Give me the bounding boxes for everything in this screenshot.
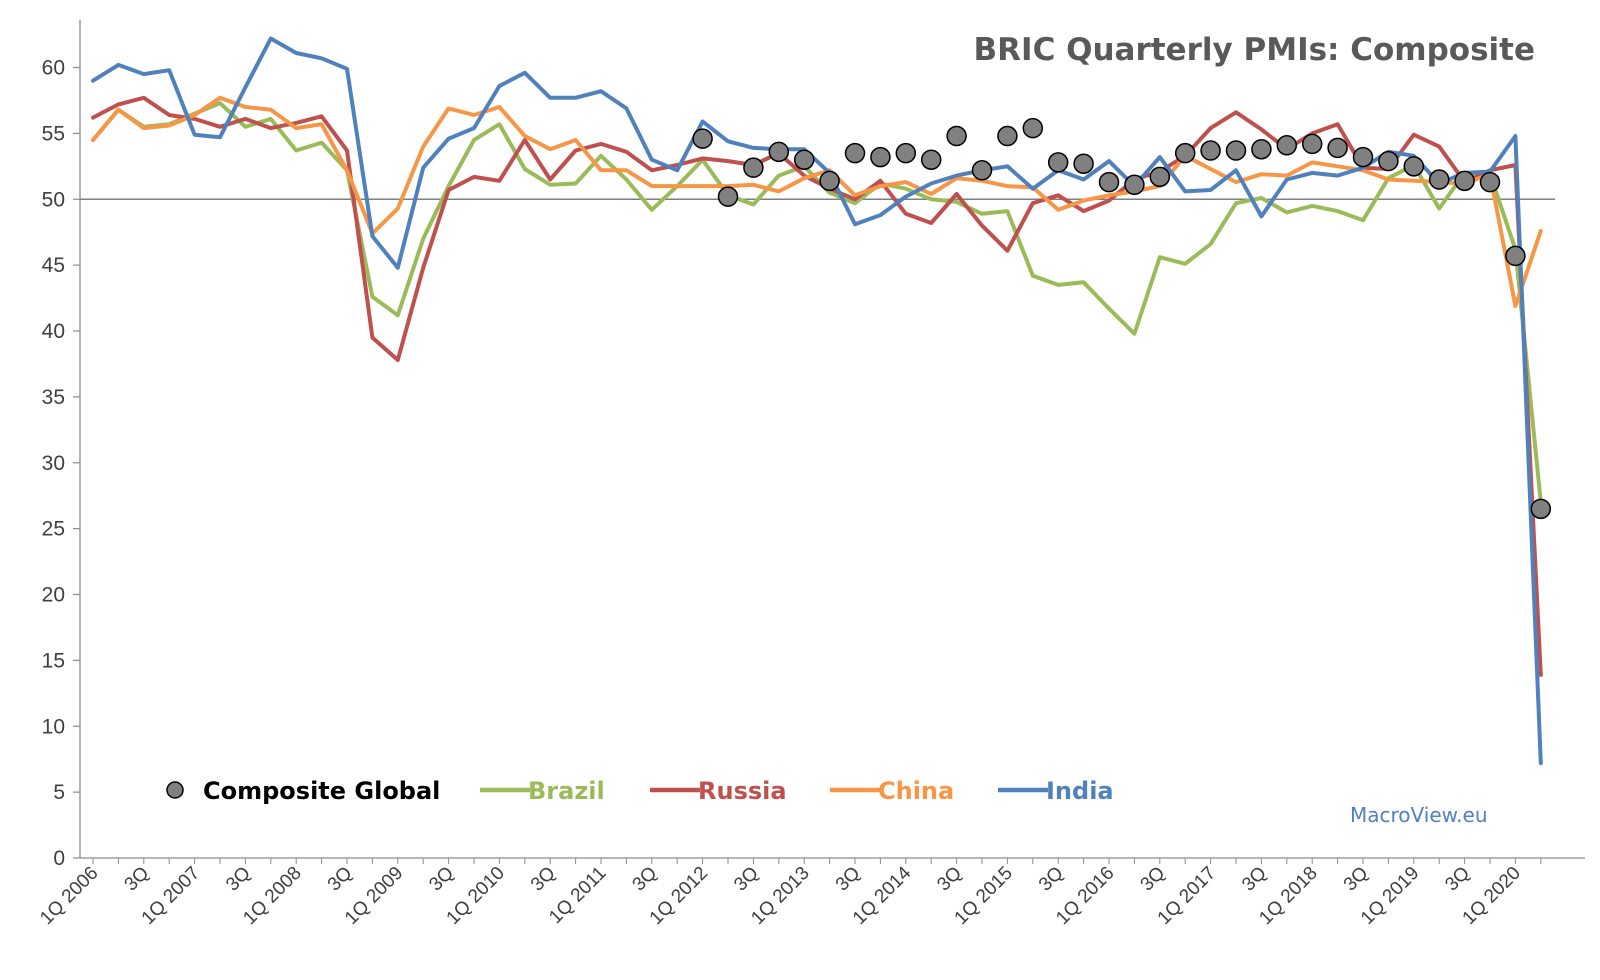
y-tick-label: 50 [42,188,65,211]
x-tick-label: 3Q [1340,863,1373,896]
y-tick-label: 35 [42,386,65,409]
composite-global-point [1454,170,1475,192]
legend-item-china: China [830,777,954,805]
composite-global-point [1124,174,1145,196]
composite-global-point [793,149,815,170]
y-tick-label: 55 [42,122,65,145]
x-tick-label: 3Q [1238,863,1271,896]
composite-global-point [1403,156,1425,177]
x-tick-label: 3Q [1035,863,1068,896]
composite-global-point [1505,245,1526,267]
composite-global-point [1276,135,1298,156]
composite-global-point [717,186,739,207]
x-tick-label: 3Q [933,863,966,896]
series-line-brazil [91,101,1543,505]
legend-label-india: India [1046,777,1114,805]
composite-global-point [768,141,790,163]
composite-global-point [1098,171,1120,193]
y-tick-label: 20 [42,584,65,607]
legend-label-brazil: Brazil [528,777,605,805]
composite-global-point [1047,152,1069,173]
composite-global-point [844,142,866,164]
composite-global-point [870,146,891,168]
composite-global-point [946,125,967,147]
legend-item-composite-global: Composite Global [166,777,440,805]
y-tick-label: 15 [42,649,65,672]
composite-global-point [1301,133,1323,155]
legend-marker-dot [166,781,184,799]
x-tick-label: 3Q [324,863,357,896]
composite-global-point [692,128,713,149]
y-tick-label: 30 [42,452,65,475]
series-line-china [91,95,1543,308]
composite-global-point [1225,140,1247,161]
x-tick-label: 3Q [121,863,154,896]
composite-global-point [1022,117,1044,139]
x-tick-label: 3Q [629,863,662,896]
x-tick-label: 3Q [730,863,763,896]
composite-global-point [1530,498,1552,520]
composite-global-point [1428,169,1450,190]
composite-global-point [971,160,993,181]
y-tick-label: 10 [42,715,65,738]
x-tick-label: 1Q 2011 [545,863,610,928]
legend-label-china: China [878,777,954,805]
legend-item-india: India [998,777,1114,805]
y-tick-label: 60 [42,57,65,80]
composite-global-dots [692,117,1552,520]
x-tick-label: 3Q [832,863,865,896]
x-tick-label: 3Q [1137,863,1170,896]
composite-global-point [1479,171,1501,193]
x-tick-label: 1Q 2006 [36,863,102,929]
legend-label-russia: Russia [698,777,787,805]
composite-global-point [1149,166,1171,188]
x-tick-label: 3Q [222,863,255,896]
credit-label: MacroView.eu [1350,803,1488,827]
composite-global-point [1174,142,1196,164]
y-axis: 0 5 10 15 20 25 30 35 40 45 50 55 60 [42,20,81,870]
y-tick-label: 25 [42,518,65,541]
composite-global-point [895,142,917,164]
composite-global-point [997,125,1018,147]
legend-item-brazil: Brazil [480,777,605,805]
legend-item-russia: Russia [650,777,787,805]
legend-label-composite-global: Composite Global [203,777,440,805]
legend: Composite Global Brazil Russia China Ind… [166,777,1114,805]
composite-global-point [1251,138,1272,160]
series-layer [91,36,1543,766]
composite-global-point [1327,137,1348,159]
composite-global-point [920,149,942,170]
y-tick-label: 40 [42,320,65,343]
composite-global-point [1200,140,1221,161]
x-tick-label: 3Q [1441,863,1474,896]
composite-global-point [1073,153,1094,174]
x-tick-label: 3Q [527,863,560,896]
series-line-india [91,36,1543,766]
composite-global-point [1378,150,1399,172]
y-tick-label: 0 [53,847,65,870]
x-tick-label: 3Q [425,863,458,896]
composite-global-point [819,170,840,192]
y-tick-label: 45 [42,254,65,277]
series-line-russia [91,95,1543,677]
composite-global-point [1352,146,1374,168]
chart-title: BRIC Quarterly PMIs: Composite [974,32,1535,68]
composite-global-point [743,157,764,178]
y-tick-label: 5 [53,781,65,804]
